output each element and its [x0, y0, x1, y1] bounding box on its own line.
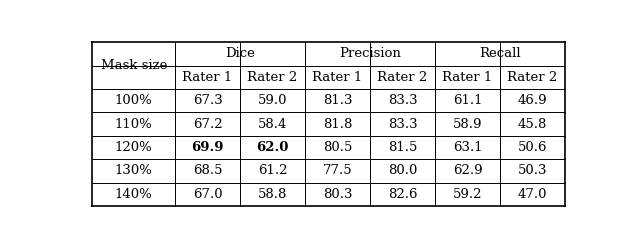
Text: 120%: 120% [115, 141, 152, 154]
Text: 59.0: 59.0 [258, 94, 287, 107]
Text: 82.6: 82.6 [388, 188, 417, 201]
Text: 81.5: 81.5 [388, 141, 417, 154]
Text: 62.9: 62.9 [452, 164, 483, 177]
Text: 100%: 100% [115, 94, 152, 107]
Text: 110%: 110% [115, 118, 152, 131]
Text: 67.0: 67.0 [193, 188, 222, 201]
Text: 58.9: 58.9 [453, 118, 483, 131]
Text: 69.9: 69.9 [191, 141, 224, 154]
Text: 61.1: 61.1 [453, 94, 483, 107]
Text: 130%: 130% [115, 164, 152, 177]
Text: 45.8: 45.8 [518, 118, 547, 131]
Text: Rater 2: Rater 2 [248, 71, 298, 84]
Text: Rater 1: Rater 1 [182, 71, 232, 84]
Text: 77.5: 77.5 [323, 164, 353, 177]
Text: 50.3: 50.3 [518, 164, 547, 177]
Text: Rater 2: Rater 2 [378, 71, 428, 84]
Text: 80.3: 80.3 [323, 188, 352, 201]
Text: Recall: Recall [479, 47, 521, 60]
Text: 140%: 140% [115, 188, 152, 201]
Text: Rater 1: Rater 1 [312, 71, 363, 84]
Text: Mask size: Mask size [100, 59, 167, 72]
Text: 81.3: 81.3 [323, 94, 352, 107]
Text: 80.0: 80.0 [388, 164, 417, 177]
Text: Rater 2: Rater 2 [508, 71, 557, 84]
Text: 67.2: 67.2 [193, 118, 222, 131]
Text: 58.4: 58.4 [258, 118, 287, 131]
Text: 62.0: 62.0 [257, 141, 289, 154]
Text: 67.3: 67.3 [193, 94, 222, 107]
Text: 50.6: 50.6 [518, 141, 547, 154]
Text: 47.0: 47.0 [518, 188, 547, 201]
Text: 83.3: 83.3 [388, 94, 417, 107]
Text: 46.9: 46.9 [518, 94, 547, 107]
Text: Rater 1: Rater 1 [442, 71, 493, 84]
Text: 80.5: 80.5 [323, 141, 352, 154]
Text: 68.5: 68.5 [193, 164, 222, 177]
Text: 58.8: 58.8 [258, 188, 287, 201]
Text: Precision: Precision [339, 47, 401, 60]
Text: 81.8: 81.8 [323, 118, 352, 131]
Text: 61.2: 61.2 [258, 164, 287, 177]
Text: 63.1: 63.1 [452, 141, 483, 154]
Text: 83.3: 83.3 [388, 118, 417, 131]
Text: 59.2: 59.2 [453, 188, 483, 201]
Text: Dice: Dice [225, 47, 255, 60]
